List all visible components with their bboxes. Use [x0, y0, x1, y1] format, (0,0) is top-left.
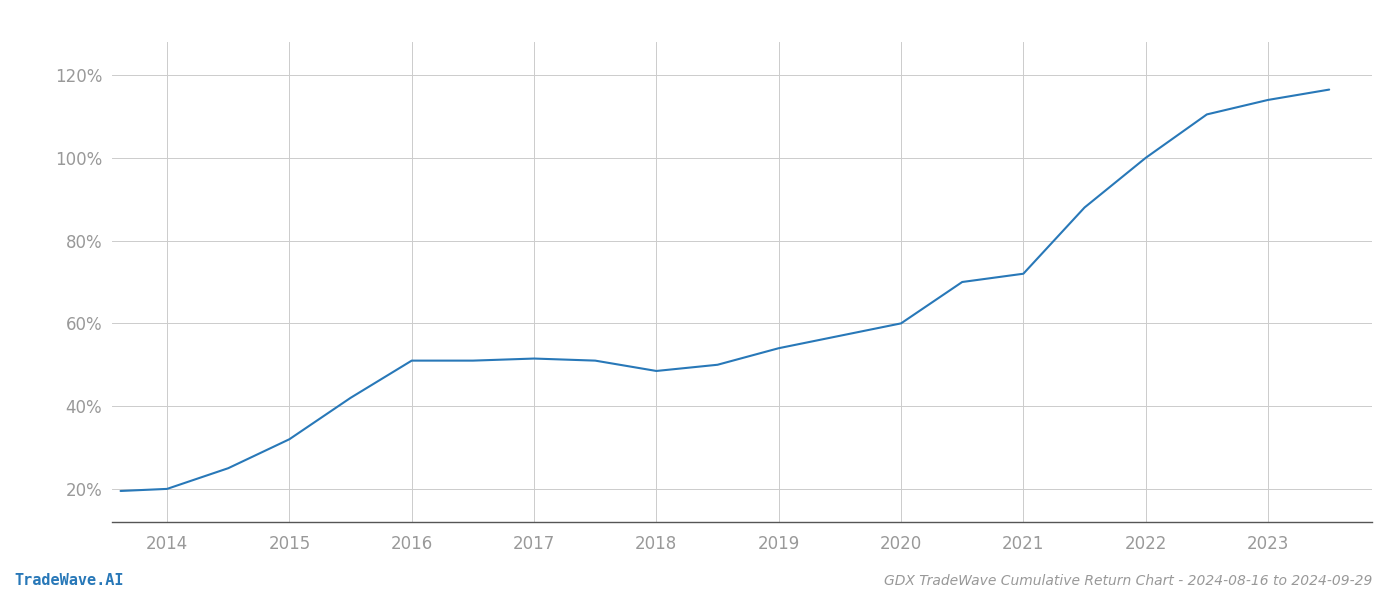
Text: TradeWave.AI: TradeWave.AI: [14, 573, 123, 588]
Text: GDX TradeWave Cumulative Return Chart - 2024-08-16 to 2024-09-29: GDX TradeWave Cumulative Return Chart - …: [883, 574, 1372, 588]
